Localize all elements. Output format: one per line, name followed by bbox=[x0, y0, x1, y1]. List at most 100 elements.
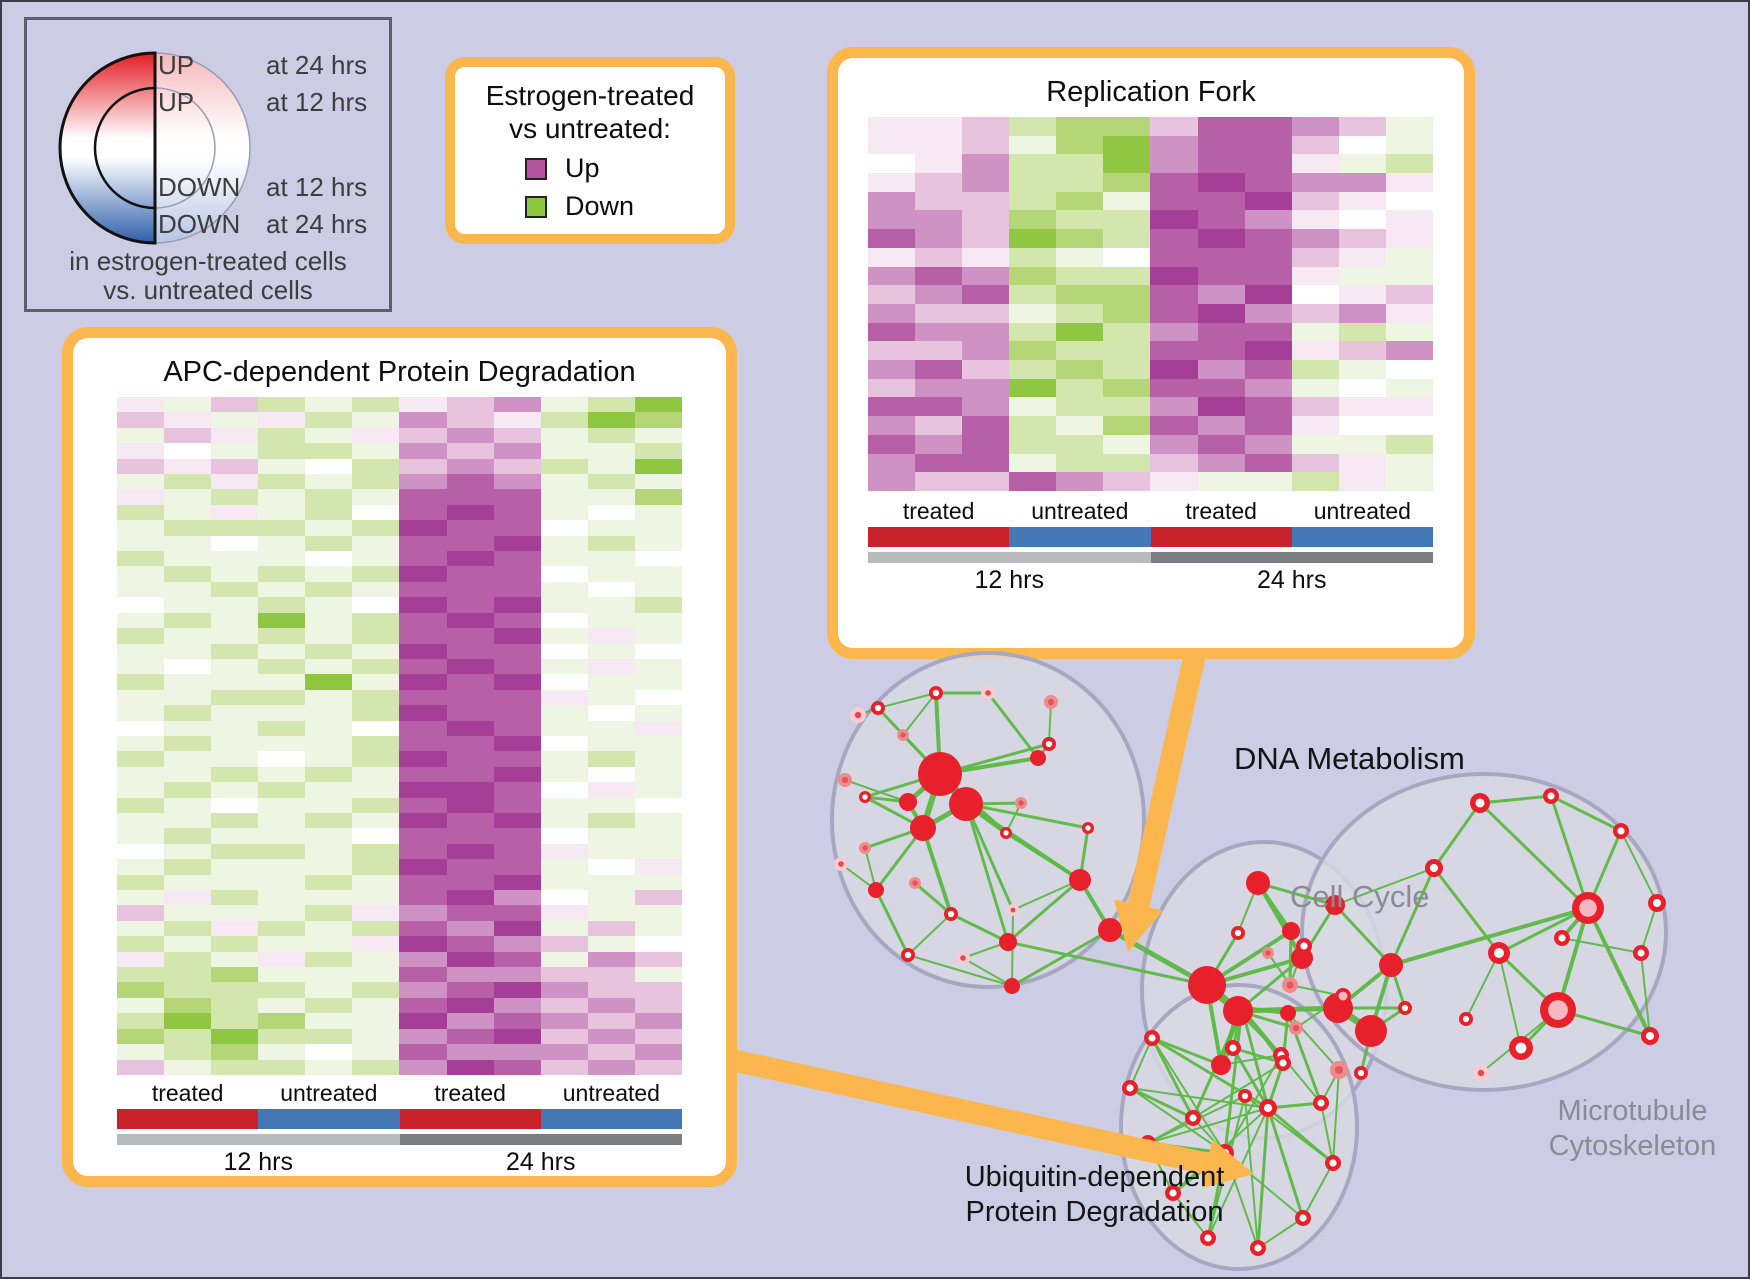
heatmap-cell bbox=[305, 720, 353, 736]
heatmap-cell bbox=[1197, 266, 1245, 286]
heatmap-cell bbox=[305, 427, 353, 444]
heatmap-cell bbox=[540, 967, 588, 983]
network-node-center bbox=[1241, 1092, 1249, 1100]
heatmap-cell bbox=[446, 705, 494, 721]
heatmap-cell bbox=[1150, 117, 1198, 136]
heatmap-cell bbox=[1103, 303, 1151, 323]
heatmap-cell bbox=[868, 285, 916, 304]
heatmap-cell bbox=[1385, 472, 1433, 491]
heatmap-cell bbox=[1150, 360, 1198, 379]
legend-entry-label: Up bbox=[565, 153, 600, 183]
heatmap-cell bbox=[868, 303, 916, 323]
heatmap-cell bbox=[258, 412, 306, 428]
heatmap-cell bbox=[1385, 135, 1433, 155]
heatmap-cell bbox=[305, 520, 353, 536]
network-edge bbox=[1432, 866, 1501, 955]
network-node-center bbox=[1462, 1015, 1470, 1023]
heatmap-cell bbox=[1056, 229, 1104, 248]
heatmap-cell bbox=[117, 412, 165, 428]
heatmap-cell bbox=[1338, 322, 1386, 342]
heatmap-cell bbox=[1338, 154, 1386, 174]
heatmap-cell bbox=[493, 890, 541, 906]
heatmap-cell bbox=[1150, 229, 1198, 248]
heatmap-cell bbox=[540, 720, 588, 736]
network-edge bbox=[1497, 906, 1590, 955]
heatmap-cell bbox=[1291, 303, 1339, 323]
heatmap-cell bbox=[117, 997, 165, 1014]
network-edge bbox=[1172, 1192, 1209, 1239]
heatmap-cell bbox=[634, 597, 682, 613]
heatmap-cell bbox=[587, 936, 635, 952]
heatmap-cell bbox=[587, 474, 635, 490]
heatmap-cell bbox=[117, 890, 165, 906]
heatmap-cell bbox=[1244, 378, 1292, 398]
connector-arrow-head bbox=[1114, 899, 1163, 952]
heatmap-cell bbox=[352, 658, 400, 675]
network-node-solid bbox=[918, 752, 962, 796]
heatmap-cell bbox=[352, 828, 400, 844]
heatmap-cell bbox=[211, 751, 259, 767]
heatmap-cell bbox=[305, 674, 353, 690]
heatmap-cell bbox=[1244, 434, 1292, 454]
heatmap-cell bbox=[399, 982, 447, 998]
heatmap-cell bbox=[1291, 247, 1339, 267]
heatmap-cell bbox=[540, 828, 588, 844]
heatmap-cell bbox=[1197, 472, 1245, 491]
heatmap-cell bbox=[117, 751, 165, 767]
network-node-solid bbox=[999, 933, 1017, 951]
heatmap-cell bbox=[1291, 191, 1339, 211]
heatmap-cell bbox=[258, 797, 306, 813]
estrogen-legend-title-line2: vs untreated: bbox=[509, 113, 671, 144]
network-node-solid bbox=[910, 815, 936, 841]
heatmap-cell bbox=[634, 551, 682, 567]
heatmap-cell bbox=[1056, 173, 1104, 192]
heatmap-cell bbox=[587, 920, 635, 937]
heatmap-cell bbox=[305, 689, 353, 706]
heatmap-cell bbox=[493, 597, 541, 613]
heatmap-cell bbox=[1244, 191, 1292, 211]
network-edge bbox=[1334, 867, 1435, 906]
network-node-center bbox=[1329, 1159, 1337, 1167]
network-node-center bbox=[1003, 830, 1009, 836]
heatmap-cell bbox=[258, 612, 306, 629]
heatmap-cell bbox=[634, 720, 682, 736]
heatmap-cell bbox=[446, 812, 494, 829]
heatmap-cell bbox=[587, 628, 635, 644]
heatmap-cell bbox=[305, 705, 353, 721]
heatmap-cell bbox=[540, 982, 588, 998]
heatmap-cell bbox=[117, 828, 165, 844]
heatmap-cell bbox=[211, 674, 259, 690]
network-node-center bbox=[1299, 1214, 1307, 1222]
heatmap-cell bbox=[117, 1044, 165, 1060]
heatmap-cell bbox=[399, 1059, 447, 1075]
heatmap-cell bbox=[352, 751, 400, 767]
network-node-center bbox=[1047, 698, 1055, 706]
heatmap-cell bbox=[211, 705, 259, 721]
heatmap-cell bbox=[211, 443, 259, 459]
network-node-solid bbox=[1282, 922, 1300, 940]
heatmap-cell bbox=[1150, 472, 1198, 491]
heatmap-cell bbox=[868, 229, 916, 248]
heatmap-cell bbox=[399, 566, 447, 582]
network-node-solid bbox=[1030, 750, 1046, 766]
heatmap-cell bbox=[399, 782, 447, 798]
heatmap-cell bbox=[164, 936, 212, 952]
heatmap-cell bbox=[868, 434, 916, 454]
heatmap-cell bbox=[587, 658, 635, 675]
heatmap-cell bbox=[352, 581, 400, 598]
heatmap-cell bbox=[305, 859, 353, 875]
heatmap-cell bbox=[399, 458, 447, 475]
heatmap-cell bbox=[211, 874, 259, 890]
heatmap-cell bbox=[305, 489, 353, 505]
group-color-bar bbox=[399, 1109, 541, 1129]
heatmap-cell bbox=[164, 412, 212, 428]
heatmap-cell bbox=[868, 135, 916, 155]
heatmap-cell bbox=[1009, 378, 1057, 398]
heatmap-cell bbox=[1291, 472, 1339, 491]
heatmap-cell bbox=[164, 967, 212, 983]
ring-row-up-12: UP at 12 hrs bbox=[158, 87, 367, 117]
heatmap-cell bbox=[164, 474, 212, 490]
heatmap-cell bbox=[305, 1059, 353, 1075]
ring-legend-box: UP at 24 hrs UP at 12 hrs DOWN at 12 hrs… bbox=[24, 17, 392, 312]
heatmap-cell bbox=[868, 191, 916, 211]
